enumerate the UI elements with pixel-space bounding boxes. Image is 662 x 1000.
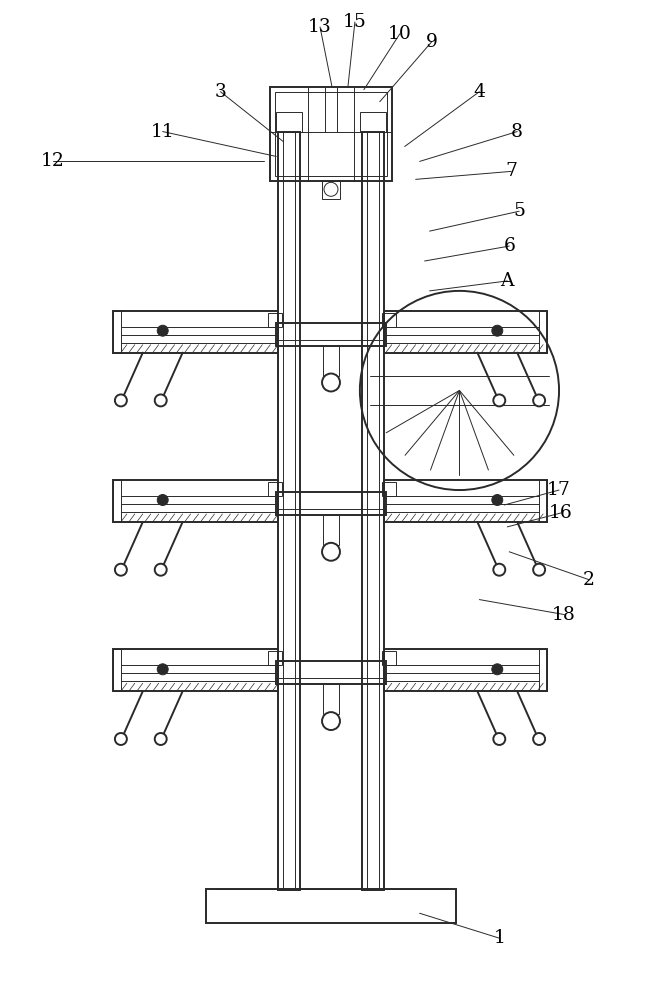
Circle shape bbox=[493, 564, 505, 576]
Bar bbox=[268, 313, 282, 327]
Bar bbox=[276, 112, 302, 132]
Bar bbox=[113, 480, 121, 522]
Bar bbox=[384, 649, 547, 691]
Circle shape bbox=[492, 664, 502, 675]
Bar bbox=[276, 492, 386, 515]
Bar bbox=[276, 661, 386, 684]
Text: 17: 17 bbox=[547, 481, 571, 499]
Bar bbox=[323, 346, 339, 376]
Circle shape bbox=[158, 664, 168, 675]
Bar bbox=[384, 480, 547, 522]
Circle shape bbox=[322, 374, 340, 391]
Bar bbox=[382, 482, 396, 496]
Circle shape bbox=[533, 733, 545, 745]
Bar bbox=[113, 311, 278, 353]
Text: 4: 4 bbox=[473, 83, 485, 101]
Bar bbox=[384, 311, 547, 353]
Bar bbox=[362, 132, 384, 890]
Text: 7: 7 bbox=[505, 162, 517, 180]
Bar bbox=[113, 480, 278, 522]
Bar bbox=[539, 311, 547, 353]
Text: 12: 12 bbox=[41, 152, 65, 170]
Bar bbox=[276, 323, 386, 346]
Bar bbox=[382, 313, 396, 327]
Text: 3: 3 bbox=[214, 83, 226, 101]
Bar bbox=[275, 92, 387, 176]
Circle shape bbox=[322, 712, 340, 730]
Text: 5: 5 bbox=[513, 202, 525, 220]
Circle shape bbox=[115, 564, 127, 576]
Text: 16: 16 bbox=[549, 504, 573, 522]
Circle shape bbox=[158, 325, 168, 336]
Bar bbox=[113, 311, 121, 353]
Text: 9: 9 bbox=[426, 33, 438, 51]
Circle shape bbox=[493, 394, 505, 406]
Bar bbox=[539, 480, 547, 522]
Circle shape bbox=[492, 325, 502, 336]
Bar bbox=[205, 889, 457, 923]
Text: 6: 6 bbox=[503, 237, 515, 255]
Circle shape bbox=[322, 543, 340, 561]
Bar bbox=[268, 651, 282, 665]
Text: 8: 8 bbox=[511, 123, 523, 141]
Bar bbox=[113, 649, 278, 691]
Bar bbox=[323, 515, 339, 545]
Text: 1: 1 bbox=[493, 929, 505, 947]
Text: A: A bbox=[500, 272, 514, 290]
Bar bbox=[323, 684, 339, 714]
Bar bbox=[268, 482, 282, 496]
Bar bbox=[322, 181, 340, 199]
Text: 15: 15 bbox=[343, 13, 367, 31]
Bar bbox=[278, 132, 300, 890]
Circle shape bbox=[115, 394, 127, 406]
Circle shape bbox=[492, 495, 502, 505]
Text: 18: 18 bbox=[552, 606, 576, 624]
Circle shape bbox=[533, 564, 545, 576]
Bar bbox=[539, 649, 547, 691]
Circle shape bbox=[115, 733, 127, 745]
Circle shape bbox=[324, 182, 338, 196]
Text: 10: 10 bbox=[388, 25, 412, 43]
Circle shape bbox=[533, 394, 545, 406]
Text: 2: 2 bbox=[583, 571, 595, 589]
Circle shape bbox=[155, 394, 167, 406]
Bar bbox=[270, 87, 392, 181]
Circle shape bbox=[155, 564, 167, 576]
Bar bbox=[113, 649, 121, 691]
Circle shape bbox=[155, 733, 167, 745]
Bar bbox=[360, 112, 386, 132]
Bar bbox=[382, 651, 396, 665]
Text: 11: 11 bbox=[151, 123, 175, 141]
Circle shape bbox=[158, 495, 168, 505]
Text: 13: 13 bbox=[308, 18, 332, 36]
Circle shape bbox=[493, 733, 505, 745]
